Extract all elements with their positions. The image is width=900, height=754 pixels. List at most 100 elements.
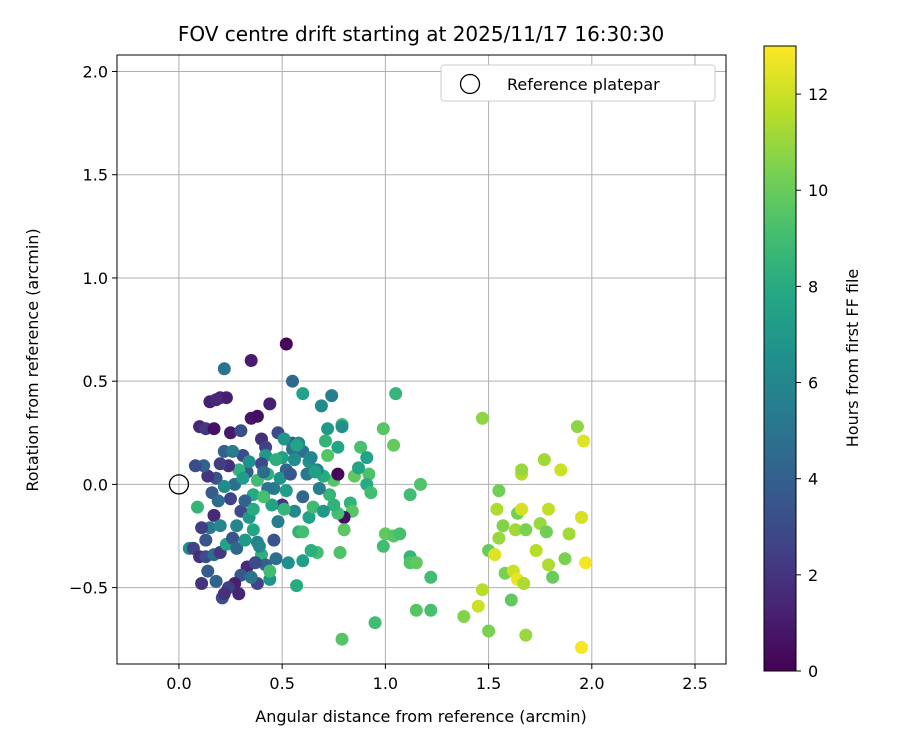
scatter-point xyxy=(296,525,310,539)
scatter-point xyxy=(277,432,291,446)
scatter-point xyxy=(248,556,262,570)
scatter-point xyxy=(314,399,328,413)
scatter-point xyxy=(475,583,489,597)
scatter-point xyxy=(234,424,248,438)
scatter-point xyxy=(283,467,297,481)
scatter-point xyxy=(263,397,277,411)
y-tick-label: 0.5 xyxy=(83,372,108,391)
scatter-point xyxy=(517,577,531,590)
scatter-point xyxy=(224,426,237,440)
scatter-point xyxy=(191,500,204,514)
scatter-point xyxy=(352,461,365,475)
colorbar: 0 2 4 6 8 10 12 Hours from first FF file xyxy=(763,45,862,681)
scatter-point xyxy=(230,519,244,533)
scatter-point xyxy=(302,510,316,524)
chart-title: FOV centre drift starting at 2025/11/17 … xyxy=(178,22,664,46)
scatter-point xyxy=(296,387,310,401)
scatter-point xyxy=(304,451,318,465)
scatter-point xyxy=(360,451,374,465)
scatter-point xyxy=(246,523,260,537)
y-tick-label: 2.0 xyxy=(83,63,108,82)
scatter-point xyxy=(279,484,293,498)
x-tick-label: 0.5 xyxy=(269,674,294,693)
scatter-point xyxy=(244,570,258,584)
scatter-point xyxy=(337,523,351,537)
x-axis-label: Angular distance from reference (arcmin) xyxy=(255,707,586,726)
scatter-point xyxy=(226,444,240,458)
scatter-point xyxy=(327,498,341,512)
scatter-point xyxy=(475,411,489,425)
scatter-point xyxy=(244,354,258,367)
scatter-point xyxy=(238,533,252,547)
scatter-point xyxy=(323,488,337,502)
legend-box xyxy=(440,64,716,102)
scatter-point xyxy=(288,453,301,467)
scatter-point xyxy=(207,508,221,522)
x-tick-label: 1.5 xyxy=(476,674,501,693)
y-axis-label: Rotation from reference (arcmin) xyxy=(23,228,42,491)
scatter-point xyxy=(519,523,533,537)
scatter-point xyxy=(376,422,390,436)
scatter-point xyxy=(265,498,279,512)
scatter-point xyxy=(542,558,555,572)
scatter-point xyxy=(562,527,576,541)
scatter-point xyxy=(529,544,543,557)
legend: Reference platepar xyxy=(440,64,716,102)
scatter-point xyxy=(238,494,252,508)
colorbar-tick-label: 10 xyxy=(808,181,828,200)
scatter-point xyxy=(257,465,271,479)
x-axis-ticks: 0.0 0.5 1.0 1.5 2.0 2.5 xyxy=(166,664,708,693)
colorbar-tick-label: 6 xyxy=(808,374,818,393)
scatter-point xyxy=(306,500,320,514)
scatter-point xyxy=(319,434,332,448)
scatter-point xyxy=(325,389,339,403)
scatter-point xyxy=(290,579,304,593)
colorbar-ticks: 0 2 4 6 8 10 12 xyxy=(796,85,828,681)
scatter-point xyxy=(308,465,322,479)
scatter-point xyxy=(312,482,326,495)
scatter-point xyxy=(335,420,349,434)
y-tick-label: 1.5 xyxy=(83,166,108,185)
y-tick-label: 1.0 xyxy=(83,269,108,288)
scatter-point xyxy=(575,510,588,524)
x-tick-label: 1.0 xyxy=(373,674,398,693)
scatter-point xyxy=(414,477,427,491)
scatter-point xyxy=(409,603,423,617)
colorbar-tick-label: 0 xyxy=(808,662,818,681)
scatter-point xyxy=(368,616,382,630)
scatter-point xyxy=(570,420,584,434)
scatter-point xyxy=(537,453,551,467)
scatter-point xyxy=(558,552,572,566)
scatter-point xyxy=(273,471,287,485)
scatter-point xyxy=(217,587,231,601)
colorbar-frame xyxy=(763,45,797,672)
scatter-point xyxy=(490,502,504,516)
scatter-point xyxy=(364,486,378,500)
scatter-point xyxy=(376,539,390,553)
scatter-point xyxy=(224,492,237,506)
scatter-point xyxy=(257,490,271,504)
scatter-point xyxy=(482,624,496,638)
scatter-point xyxy=(492,531,506,545)
scatter-point xyxy=(246,502,260,516)
scatter-point xyxy=(211,494,225,508)
scatter-point xyxy=(267,533,281,547)
scatter-point xyxy=(281,556,295,570)
scatter-point xyxy=(269,453,283,467)
scatter-point xyxy=(209,574,223,588)
scatter-point xyxy=(515,463,529,477)
scatter-point xyxy=(199,533,213,547)
scatter-point xyxy=(263,564,277,578)
scatter-point xyxy=(250,409,264,423)
scatter-point xyxy=(546,570,560,584)
scatter-point xyxy=(539,525,553,539)
scatter-point xyxy=(316,504,330,518)
scatter-point xyxy=(209,393,223,407)
scatter-point xyxy=(242,455,256,469)
scatter-point xyxy=(424,570,438,584)
scatter-point xyxy=(226,531,240,545)
scatter-point xyxy=(201,564,215,578)
scatter-point xyxy=(296,490,310,504)
plot-frame xyxy=(116,54,727,665)
